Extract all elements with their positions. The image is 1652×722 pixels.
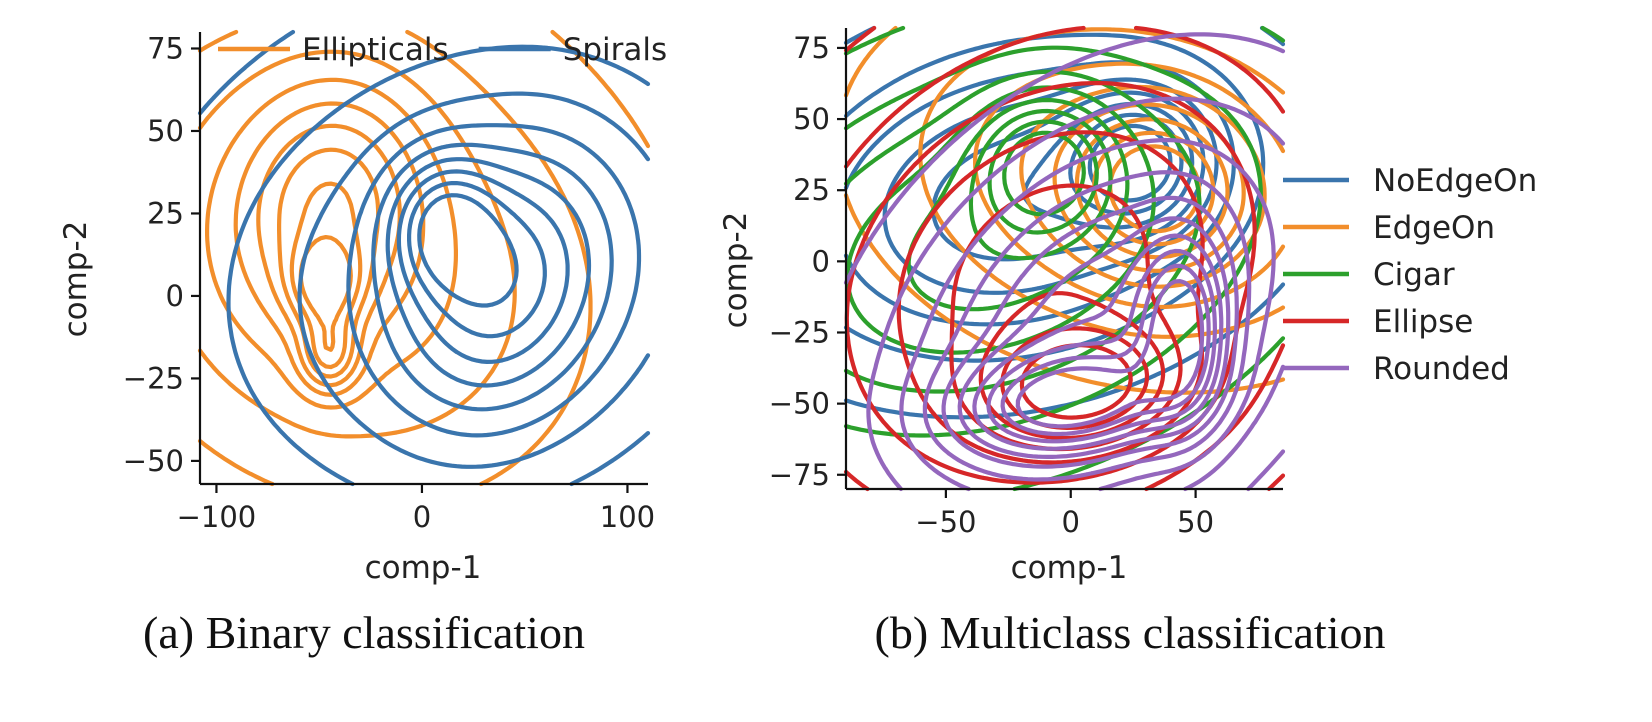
x-tick-label: −100	[177, 500, 257, 534]
panel-caption: (b) Multiclass classification	[875, 607, 1386, 658]
contour-ellipticals-level-9	[298, 235, 353, 352]
y-tick-label: 0	[166, 279, 184, 313]
panel-caption: (a) Binary classification	[143, 607, 585, 658]
series-cigar-contours	[843, 25, 1286, 492]
y-axis-label: comp-2	[718, 212, 754, 329]
contour-cigar-level-3	[843, 69, 1202, 394]
contour-spirals-level-8	[407, 181, 547, 339]
x-axis-label: comp-1	[365, 550, 482, 586]
y-tick-label: 75	[147, 31, 184, 65]
series-rounded-contours	[843, 32, 1286, 492]
contour-spirals-level-3	[297, 91, 651, 469]
y-tick-label: 75	[793, 31, 830, 65]
contour-spirals-level-7	[396, 169, 570, 364]
panel-binary-classification: −100 0 100 −50 −25 0 25 50 75 comp-1 comp-2 Ellipti…	[58, 29, 667, 658]
y-tick-label: 50	[793, 102, 830, 136]
x-tick-label: 100	[600, 500, 655, 534]
contour-spirals-level-4	[346, 123, 642, 438]
contour-layer	[843, 25, 1286, 492]
series-edgeon-contours	[843, 25, 1286, 395]
y-tick-label: 25	[793, 173, 830, 207]
y-tick-label: −50	[123, 444, 184, 478]
legend-label-rounded: Rounded	[1373, 351, 1510, 387]
x-tick-label: 0	[413, 500, 431, 534]
contour-spirals-level-9	[417, 193, 519, 308]
y-tick-label: 0	[812, 244, 830, 278]
contour-rounded-level-4	[922, 170, 1252, 482]
x-tick-label: 50	[1177, 505, 1214, 539]
legend-label-noedgeon: NoEdgeOn	[1373, 163, 1537, 199]
y-tick-label: 50	[147, 114, 184, 148]
y-tick-label: −50	[769, 387, 830, 421]
y-tick-label: −75	[769, 458, 830, 492]
contour-ellipse-level-1	[843, 25, 1286, 492]
contour-rounded-level-5	[941, 195, 1239, 469]
legend-label-ellipse: Ellipse	[1373, 304, 1473, 340]
series-spirals-contours	[197, 29, 651, 487]
contour-layer	[197, 29, 651, 487]
contour-rounded-level-2	[866, 96, 1286, 492]
contour-rounded-level-1	[843, 32, 1286, 492]
contour-ellipticals-level-1	[550, 29, 651, 149]
contour-spirals-level-5	[371, 142, 614, 412]
y-tick-label: −25	[123, 361, 184, 395]
contour-spirals-level-6	[385, 157, 592, 388]
legend-label-cigar: Cigar	[1373, 257, 1455, 293]
contour-rounded-level-9	[1000, 263, 1211, 437]
contour-spirals-level-1	[197, 29, 296, 116]
legend: Ellipticals Spirals	[218, 32, 667, 68]
legend-label-edgeon: EdgeOn	[1373, 210, 1495, 246]
y-tick-label: 25	[147, 196, 184, 230]
contour-edgeon-level-7	[1092, 130, 1216, 247]
contour-rounded-level-8	[986, 248, 1217, 444]
contour-rounded-level-3	[899, 137, 1276, 492]
x-axis-label: comp-1	[1011, 550, 1128, 586]
x-tick-label: −50	[915, 505, 976, 539]
contour-rounded-level-10	[1015, 279, 1205, 429]
contour-ellipticals-level-2	[197, 29, 593, 487]
y-tick-label: −25	[769, 315, 830, 349]
x-tick-label: 0	[1062, 505, 1080, 539]
legend-label-ellipticals: Ellipticals	[302, 32, 449, 68]
contour-rounded-level-7	[972, 233, 1224, 451]
contour-rounded-level-6	[957, 216, 1231, 459]
series-ellipse-contours	[843, 25, 1286, 492]
legend-label-spirals: Spirals	[563, 32, 667, 68]
y-axis-label: comp-2	[58, 221, 94, 338]
legend: NoEdgeOn EdgeOn Cigar Ellipse Rounded	[1283, 163, 1537, 387]
panel-multiclass-classification: −50 0 50 −75 −50 −25 0 25 50 75 comp-1 comp-2 NoEdge…	[718, 25, 1537, 658]
